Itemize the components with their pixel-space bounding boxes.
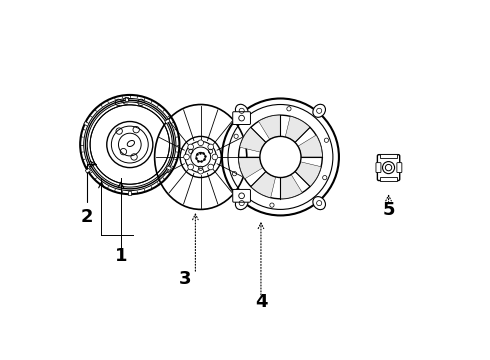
Text: 1: 1 <box>115 247 127 265</box>
Text: 4: 4 <box>255 293 267 311</box>
Circle shape <box>188 164 194 170</box>
Ellipse shape <box>235 197 248 210</box>
Bar <box>128 191 131 195</box>
FancyBboxPatch shape <box>397 163 402 172</box>
FancyBboxPatch shape <box>233 189 250 202</box>
Wedge shape <box>295 162 321 186</box>
Wedge shape <box>239 157 263 179</box>
Bar <box>124 97 128 101</box>
Wedge shape <box>280 175 302 199</box>
Bar <box>165 119 170 123</box>
Ellipse shape <box>313 197 325 210</box>
Circle shape <box>198 168 203 174</box>
Bar <box>380 154 397 158</box>
Circle shape <box>212 154 218 160</box>
Wedge shape <box>240 127 266 152</box>
FancyBboxPatch shape <box>376 163 381 172</box>
Text: 5: 5 <box>382 201 395 219</box>
Bar <box>167 166 172 170</box>
Bar <box>84 122 89 126</box>
Bar <box>380 177 397 181</box>
Text: 3: 3 <box>178 270 191 288</box>
Wedge shape <box>259 115 280 139</box>
Circle shape <box>184 154 189 160</box>
FancyBboxPatch shape <box>233 112 250 125</box>
Text: 2: 2 <box>81 208 94 226</box>
Wedge shape <box>285 116 310 143</box>
Wedge shape <box>251 171 276 198</box>
Ellipse shape <box>313 104 325 117</box>
Circle shape <box>260 136 301 177</box>
Circle shape <box>188 144 194 150</box>
FancyBboxPatch shape <box>377 155 400 180</box>
Wedge shape <box>298 135 322 157</box>
Bar <box>85 168 91 173</box>
Circle shape <box>208 164 214 170</box>
Ellipse shape <box>235 104 248 117</box>
Circle shape <box>198 140 203 145</box>
Circle shape <box>383 162 394 174</box>
Circle shape <box>208 144 214 150</box>
